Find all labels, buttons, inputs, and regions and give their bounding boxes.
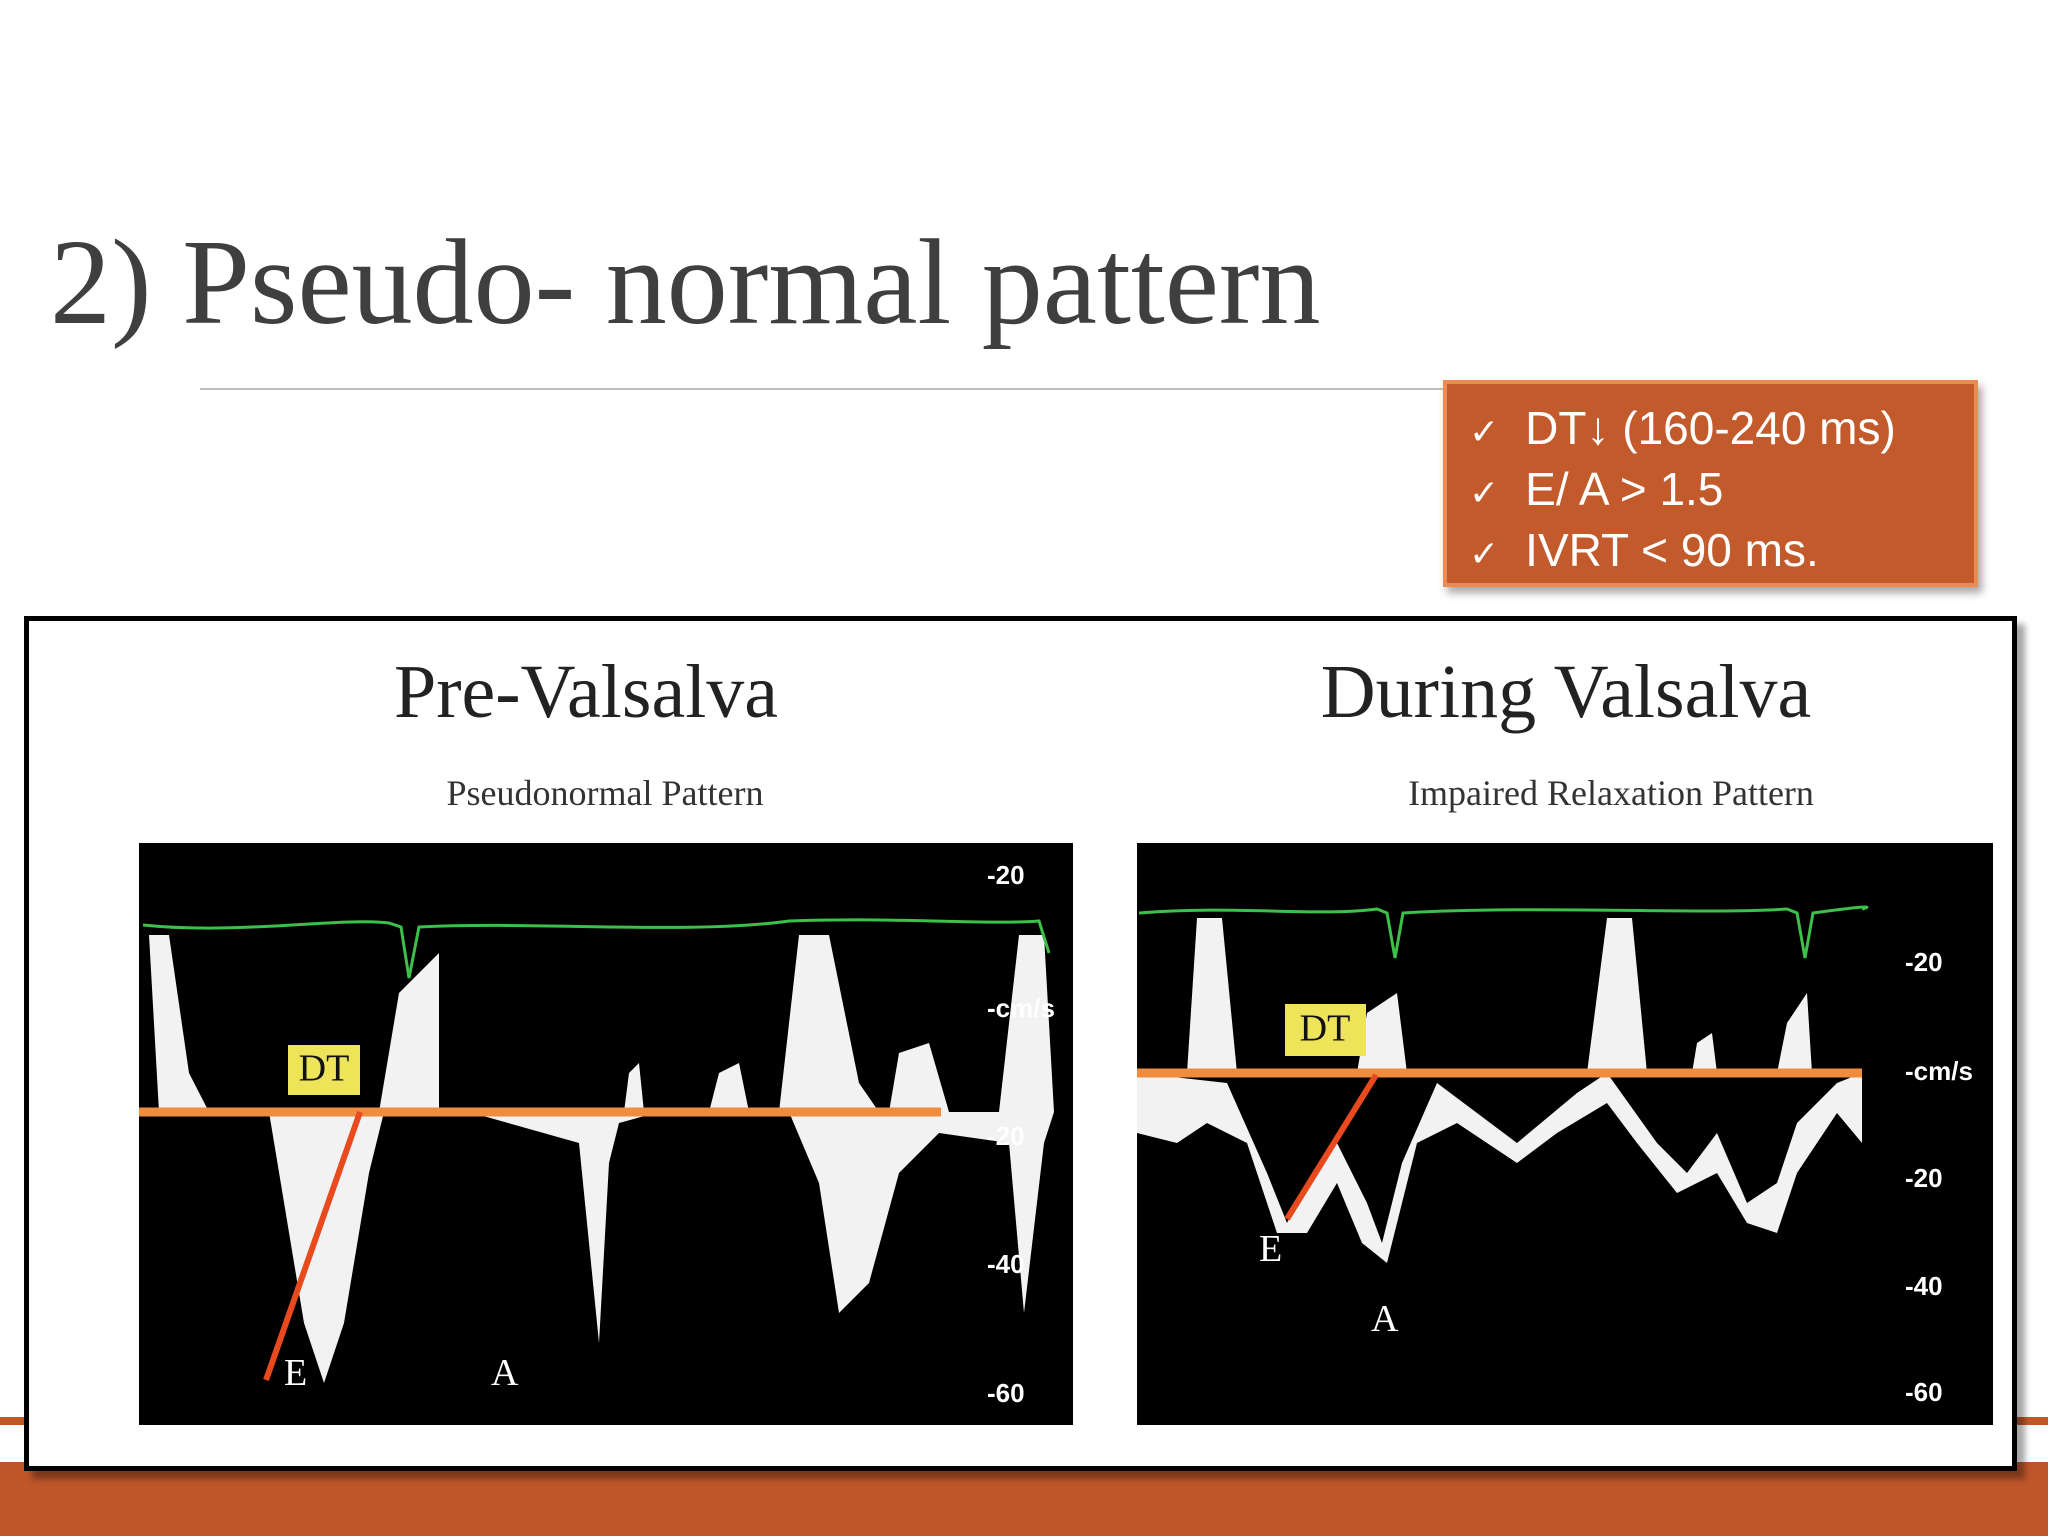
slide-title: 2) Pseudo- normal pattern: [50, 215, 1321, 350]
dt-label: DT: [1300, 1008, 1351, 1050]
criterion: DT↓ (160-240 ms): [1469, 398, 1974, 459]
e-label: E: [284, 1352, 307, 1394]
doppler-figure: Pre-Valsalva Pseudonormal Pattern DT E A…: [139, 650, 1993, 1425]
axis-label: -cm/s: [1905, 1056, 1973, 1086]
footer-band: [0, 1462, 2048, 1536]
a-label: A: [491, 1352, 519, 1394]
panel-title: Pre-Valsalva: [394, 650, 778, 734]
criterion: E/ A > 1.5: [1469, 459, 1974, 520]
doppler-panel: DT E A -20 -cm/s -20 -40 -60: [139, 843, 1073, 1425]
panel-subtitle: Pseudonormal Pattern: [447, 773, 764, 813]
figure: Pre-Valsalva Pseudonormal Pattern DT E A…: [24, 616, 2017, 1471]
axis-label: -20: [1905, 947, 1943, 977]
axis-label: -40: [1905, 1271, 1943, 1301]
axis-label: -60: [1905, 1377, 1943, 1407]
dt-label: DT: [299, 1048, 350, 1090]
panel-title: During Valsalva: [1321, 650, 1811, 734]
waveform: DT E A -20 -cm/s -20 -40 -60: [1137, 905, 1973, 1407]
criteria-list: DT↓ (160-240 ms) E/ A > 1.5 IVRT < 90 ms…: [1447, 384, 1974, 581]
doppler-panel: DT E A -20 -cm/s -20 -40 -60: [1137, 843, 1993, 1425]
e-label: E: [1259, 1228, 1282, 1270]
panel-subtitle: Impaired Relaxation Pattern: [1408, 773, 1814, 813]
axis-label: -20: [987, 860, 1025, 890]
axis-label: -60: [987, 1378, 1025, 1408]
title-rule: [200, 388, 1443, 390]
criteria-box: DT↓ (160-240 ms) E/ A > 1.5 IVRT < 90 ms…: [1443, 380, 1978, 587]
axis-label: -20: [1905, 1163, 1943, 1193]
a-label: A: [1371, 1298, 1399, 1340]
axis-label: -40: [987, 1249, 1025, 1279]
waveform: DT E A -20 -cm/s -20 -40 -60: [139, 860, 1055, 1408]
criterion: IVRT < 90 ms.: [1469, 520, 1974, 581]
axis-label: -20: [987, 1121, 1025, 1151]
axis-label: -cm/s: [987, 993, 1055, 1023]
